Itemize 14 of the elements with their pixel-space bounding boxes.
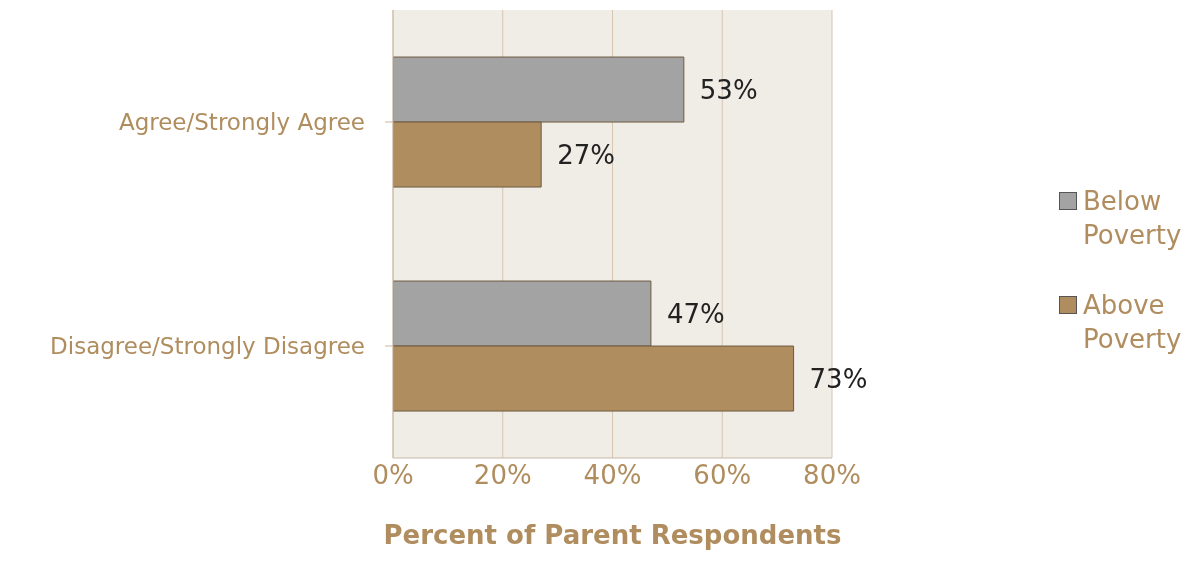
x-tick-label: 80% <box>803 460 861 491</box>
data-label: 27% <box>557 139 615 170</box>
data-label: 53% <box>699 74 758 105</box>
data-label: 73% <box>809 363 868 394</box>
x-tick-label: 60% <box>693 460 752 491</box>
legend-label: Above Poverty <box>1083 289 1183 356</box>
y-tick-label: Disagree/Strongly Disagree <box>50 333 365 360</box>
x-tick-label: 0% <box>372 460 414 491</box>
x-tick-label: 20% <box>473 460 532 491</box>
x-axis-title: Percent of Parent Respondents <box>383 520 842 550</box>
legend-label: Below Poverty <box>1083 185 1183 252</box>
data-label: 47% <box>666 298 725 329</box>
y-tick-label: Agree/Strongly Agree <box>118 109 365 136</box>
x-tick-label: 40% <box>583 460 642 491</box>
